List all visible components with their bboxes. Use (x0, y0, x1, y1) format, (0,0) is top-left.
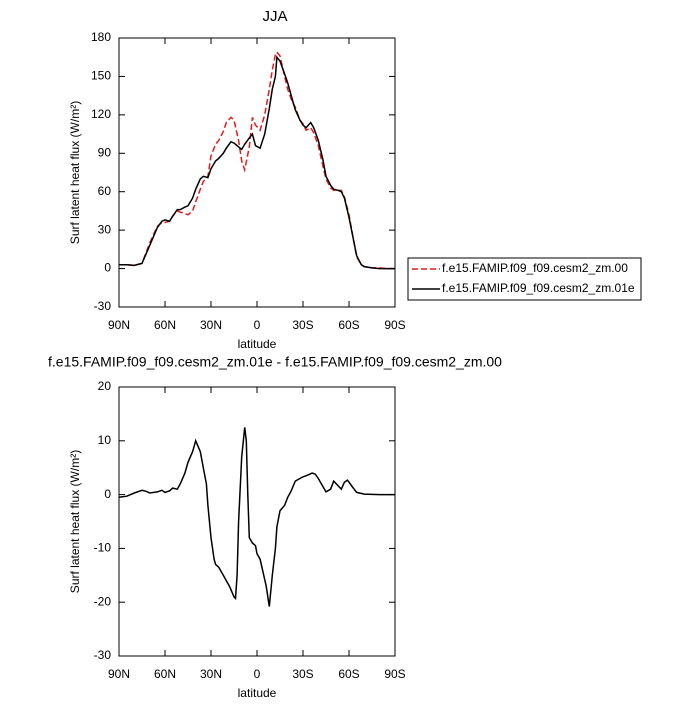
legend-label: f.e15.FAMIP.f09_f09.cesm2_zm.00 (442, 261, 628, 275)
x-tick-label: 90S (384, 318, 405, 332)
data-line (119, 50, 395, 270)
y-tick-label: 10 (98, 433, 112, 447)
y-tick-label: 90 (98, 145, 112, 159)
y-tick-label: 30 (98, 222, 112, 236)
x-tick-label: 90S (384, 667, 405, 681)
x-tick-label: 30N (200, 318, 222, 332)
y-tick-label: 60 (98, 184, 112, 198)
x-tick-label: 90N (108, 318, 130, 332)
chart-title: JJA (262, 8, 287, 25)
x-tick-label: 30S (292, 667, 313, 681)
plot-frame (118, 37, 396, 308)
y-tick-label: 120 (91, 107, 111, 121)
legend-box (407, 257, 642, 301)
chart-title: f.e15.FAMIP.f09_f09.cesm2_zm.01e - f.e15… (48, 354, 502, 370)
legend-label: f.e15.FAMIP.f09_f09.cesm2_zm.01e (442, 281, 635, 295)
plot-frame (118, 386, 396, 657)
data-line (119, 55, 395, 270)
x-tick-label: 60S (338, 318, 359, 332)
x-tick-label: 60S (338, 667, 359, 681)
y-tick-label: 180 (91, 30, 111, 44)
x-tick-label: 30N (200, 667, 222, 681)
x-axis-label: latitude (238, 686, 277, 700)
y-tick-label: -30 (94, 299, 112, 313)
x-tick-label: 60N (154, 667, 176, 681)
x-tick-label: 30S (292, 318, 313, 332)
y-tick-label: -20 (94, 594, 112, 608)
x-tick-label: 0 (254, 318, 261, 332)
y-tick-label: -10 (94, 541, 112, 555)
y-tick-label: 20 (98, 379, 112, 393)
x-tick-label: 0 (254, 667, 261, 681)
y-axis-label: Surf latent heat flux (W/m²) (68, 450, 82, 593)
y-tick-label: 0 (104, 487, 111, 501)
data-line (118, 427, 395, 607)
x-tick-label: 90N (108, 667, 130, 681)
x-tick-label: 60N (154, 318, 176, 332)
y-axis-label: Surf latent heat flux (W/m²) (68, 101, 82, 244)
x-axis-label: latitude (238, 337, 277, 351)
y-tick-label: -30 (94, 648, 112, 662)
y-tick-label: 0 (104, 261, 111, 275)
y-tick-label: 150 (91, 69, 111, 83)
